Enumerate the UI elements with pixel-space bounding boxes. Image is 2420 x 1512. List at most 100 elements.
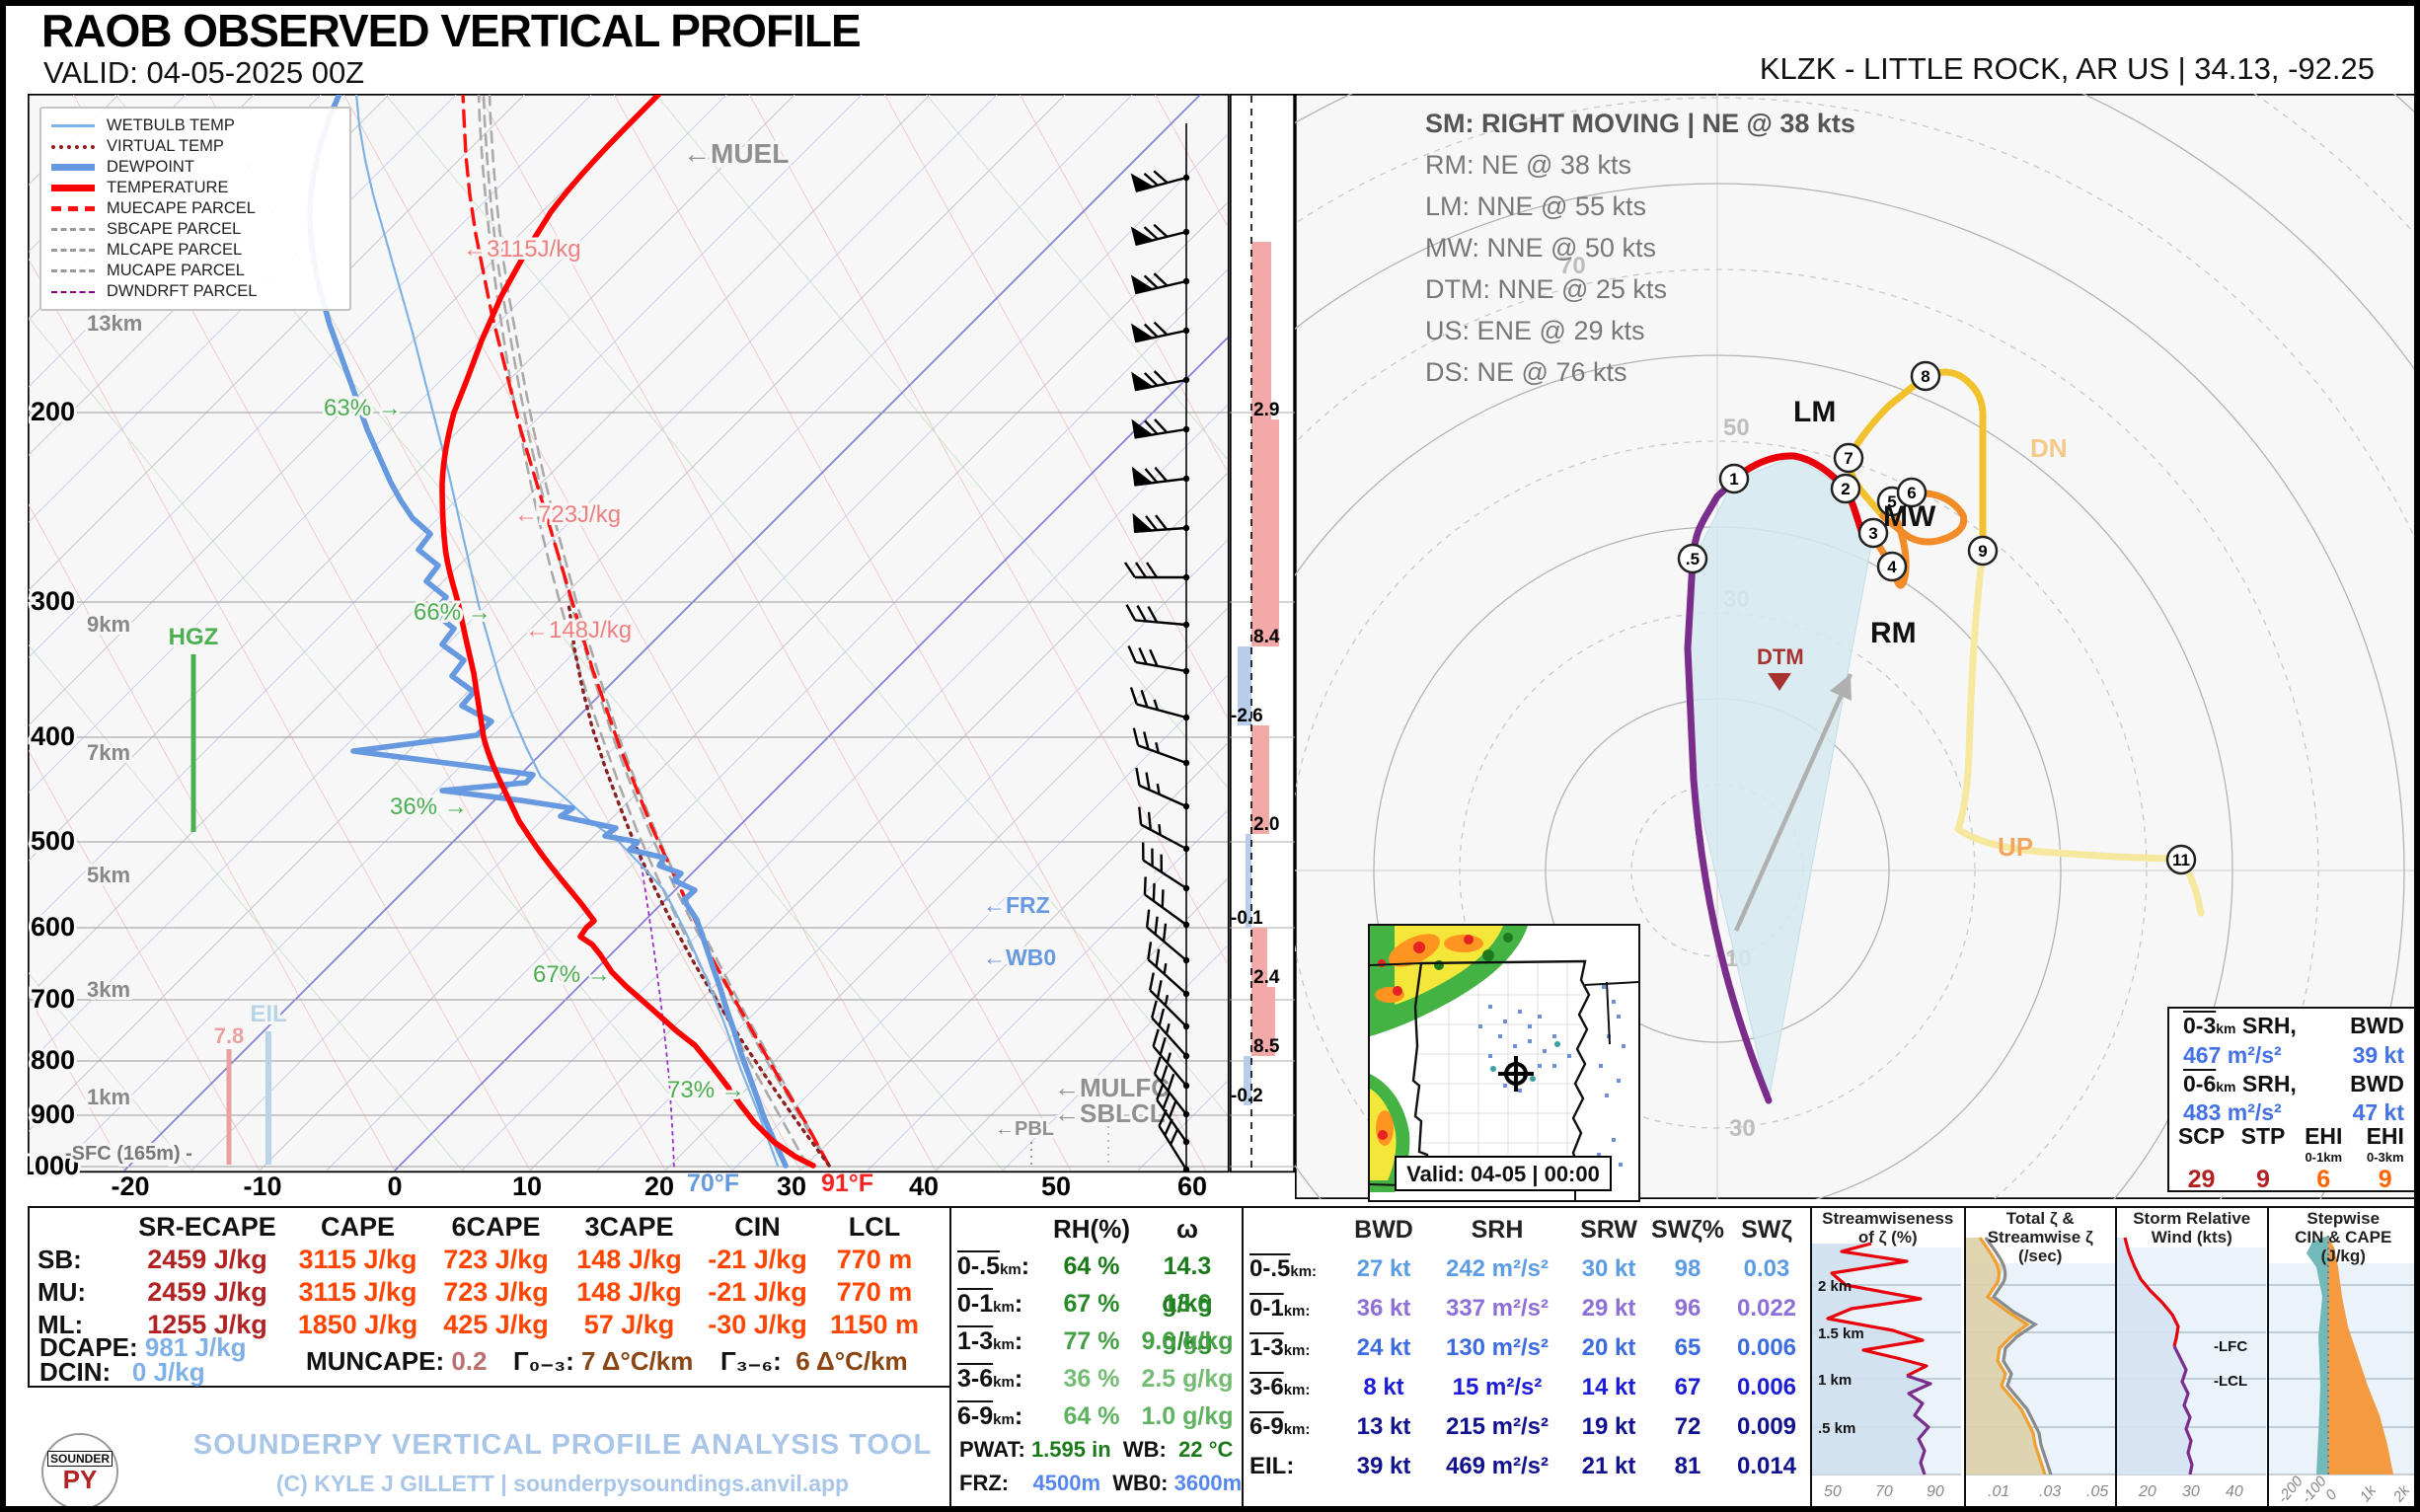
virtual-temp-trace bbox=[566, 600, 831, 1168]
height-label: 5km bbox=[87, 863, 130, 887]
rh-value: 67 % bbox=[1063, 1290, 1120, 1318]
eil-value-label: 7.8 bbox=[214, 1023, 245, 1048]
x-tick: 90 bbox=[1927, 1483, 1944, 1500]
omega-value: -0.1 bbox=[1231, 908, 1263, 929]
y-label: 1.5 km bbox=[1818, 1325, 1864, 1342]
bwd-value: 24 kt bbox=[1356, 1334, 1411, 1361]
mulfc-label: ←MULFC bbox=[1054, 1073, 1170, 1102]
temperature-line-sample bbox=[51, 185, 95, 191]
moist-adiabats bbox=[29, 95, 1228, 1172]
x-tick: 60 bbox=[1177, 1172, 1207, 1199]
panel-title: Storm Relative bbox=[2133, 1209, 2251, 1228]
y-label: 2 km bbox=[1818, 1278, 1852, 1295]
neighbor-state-lines bbox=[1370, 962, 1638, 1200]
row-label: SB: bbox=[38, 1245, 82, 1274]
panel-title: (J/kg) bbox=[2320, 1247, 2366, 1265]
dwndrft-line-sample bbox=[51, 290, 95, 293]
pwat-row: PWAT: 1.595 in WB: 22 °C bbox=[959, 1437, 1234, 1462]
bwd-value: 39 kt bbox=[1356, 1453, 1411, 1479]
height-label: 7km bbox=[87, 740, 130, 765]
storm-motion-readout: SM: RIGHT MOVING | NE @ 38 kts RM: NE @ … bbox=[1425, 109, 1855, 399]
x-tick: 10 bbox=[512, 1172, 542, 1199]
omega-value: -2.6 bbox=[1231, 706, 1263, 726]
rh-value: 64 % bbox=[1063, 1252, 1120, 1280]
mixing-ratio-value: 2.5 g/kg bbox=[1141, 1365, 1234, 1393]
valid-time: VALID: 04-05-2025 00Z bbox=[43, 55, 365, 90]
x-tick: 0 bbox=[2322, 1486, 2341, 1504]
swz-pct-value: 67 bbox=[1674, 1374, 1702, 1400]
gamma-3-6-row: Γ₃₋₆: 6 Δ°C/km bbox=[720, 1346, 908, 1376]
bwd-0-6-value: 47 kt bbox=[2352, 1099, 2404, 1125]
panel-title: Stepwise bbox=[2307, 1209, 2381, 1228]
height-marker: 4 bbox=[1887, 558, 1897, 576]
mini-panels: Streamwiseness of ζ (%) 2 km 1.5 km 1 km … bbox=[1810, 1206, 2420, 1510]
legend-label: SBCAPE PARCEL bbox=[107, 220, 242, 238]
x-tick: 40 bbox=[909, 1172, 939, 1199]
srh-0-6-label: 0-6km SRH, bbox=[2183, 1071, 2297, 1096]
footer-credit: (C) KYLE J GILLETT | sounderpysoundings.… bbox=[275, 1471, 850, 1496]
radar-reflectivity bbox=[1370, 926, 1626, 1192]
srh-header: SRH bbox=[1471, 1216, 1524, 1244]
omega-panel: 2.9 8.4 -2.6 2.0 -0.1 2.4 8.5 -0.2 bbox=[1230, 94, 1295, 1173]
lm-label: LM bbox=[1793, 396, 1836, 428]
omega-value: 8.4 bbox=[1253, 627, 1280, 647]
table-cell: 1255 J/kg bbox=[147, 1310, 267, 1339]
pressure-label: 500 bbox=[31, 826, 75, 856]
legend-label: VIRTUAL TEMP bbox=[107, 137, 224, 155]
scp-value: 29 bbox=[2187, 1166, 2216, 1193]
pressure-label: 800 bbox=[31, 1045, 75, 1075]
thermo-table: SR-ECAPE CAPE 6CAPE 3CAPE CIN LCL SB: 24… bbox=[28, 1206, 953, 1388]
x-tick: 30 bbox=[777, 1172, 806, 1199]
table-cell: -21 J/kg bbox=[708, 1245, 807, 1274]
x-tick: 2k bbox=[2389, 1481, 2414, 1505]
omega-value: 2.9 bbox=[1253, 400, 1279, 420]
logo-text-top: SOUNDER bbox=[46, 1451, 113, 1467]
cape-annotation: ←723J/kg bbox=[514, 501, 621, 528]
radar-caption: Valid: 04-05 | 00:00 bbox=[1406, 1162, 1600, 1186]
bwd-value: 8 kt bbox=[1363, 1374, 1404, 1400]
legend-item: SBCAPE PARCEL bbox=[51, 219, 340, 240]
wb0-label: ←WB0 bbox=[983, 945, 1056, 970]
dry-adiabats bbox=[29, 95, 1228, 1172]
height-label: 3km bbox=[87, 977, 130, 1002]
srh-value: 337 m²/s² bbox=[1445, 1295, 1550, 1322]
composite-indices: SCP STP EHI 0-1km EHI 0-3km 29 9 6 9 bbox=[2169, 1123, 2416, 1194]
omega-value: -0.2 bbox=[1231, 1086, 1263, 1106]
stp-header: STP bbox=[2240, 1123, 2286, 1149]
height-marker: 9 bbox=[1978, 542, 1987, 561]
rh-label: 36% → bbox=[390, 794, 468, 820]
temperature-trace bbox=[439, 95, 816, 1169]
dwndrft-parcel-trace bbox=[637, 841, 675, 1168]
zeta-plot: .01 .03 .05 bbox=[1965, 1237, 2115, 1500]
x-tick: -20 bbox=[111, 1172, 149, 1199]
mlcape-line-sample bbox=[51, 249, 95, 252]
col-header: 6CAPE bbox=[451, 1212, 541, 1242]
srw-header: SRW bbox=[1580, 1216, 1637, 1244]
bwd-value: 36 kt bbox=[1356, 1295, 1411, 1322]
row-label: 3-6km: bbox=[957, 1365, 1023, 1393]
cape-fill bbox=[2327, 1236, 2393, 1474]
dtm-marker-triangle bbox=[1768, 673, 1791, 691]
pressure-label: 400 bbox=[31, 721, 75, 751]
streamwiseness-panel: Streamwiseness of ζ (%) 2 km 1.5 km 1 km … bbox=[1812, 1208, 1964, 1508]
bwd-0-3-value: 39 kt bbox=[2352, 1042, 2404, 1068]
height-marker: 5 bbox=[1887, 492, 1896, 511]
cin-fill bbox=[2306, 1236, 2328, 1474]
table-cell: -21 J/kg bbox=[708, 1277, 807, 1307]
pbl-label: ←PBL bbox=[995, 1118, 1054, 1140]
gamma-0-3-row: Γ₀₋₃: 7 Δ°C/km bbox=[513, 1346, 694, 1376]
footer-title: SOUNDERPY VERTICAL PROFILE ANALYSIS TOOL bbox=[192, 1429, 933, 1461]
hodograph-motion-labels: LM MW RM DTM DN UP bbox=[1757, 396, 2068, 862]
lfc-label: -LFC bbox=[2214, 1338, 2247, 1355]
swz-value: 0.006 bbox=[1736, 1334, 1797, 1361]
row-label: 1-3km: bbox=[957, 1327, 1023, 1355]
row-label: 6-9km: bbox=[1249, 1413, 1311, 1440]
x-tick: 30 bbox=[2182, 1483, 2200, 1500]
row-label: 3-6km: bbox=[1249, 1374, 1311, 1400]
srw-value: 21 kt bbox=[1581, 1453, 1636, 1479]
ehi3-header: EHI 0-3km bbox=[2366, 1123, 2404, 1165]
wind-barb-column bbox=[1123, 123, 1202, 1175]
table-cell: 57 J/kg bbox=[583, 1310, 675, 1339]
height-marker: 6 bbox=[1907, 484, 1916, 502]
